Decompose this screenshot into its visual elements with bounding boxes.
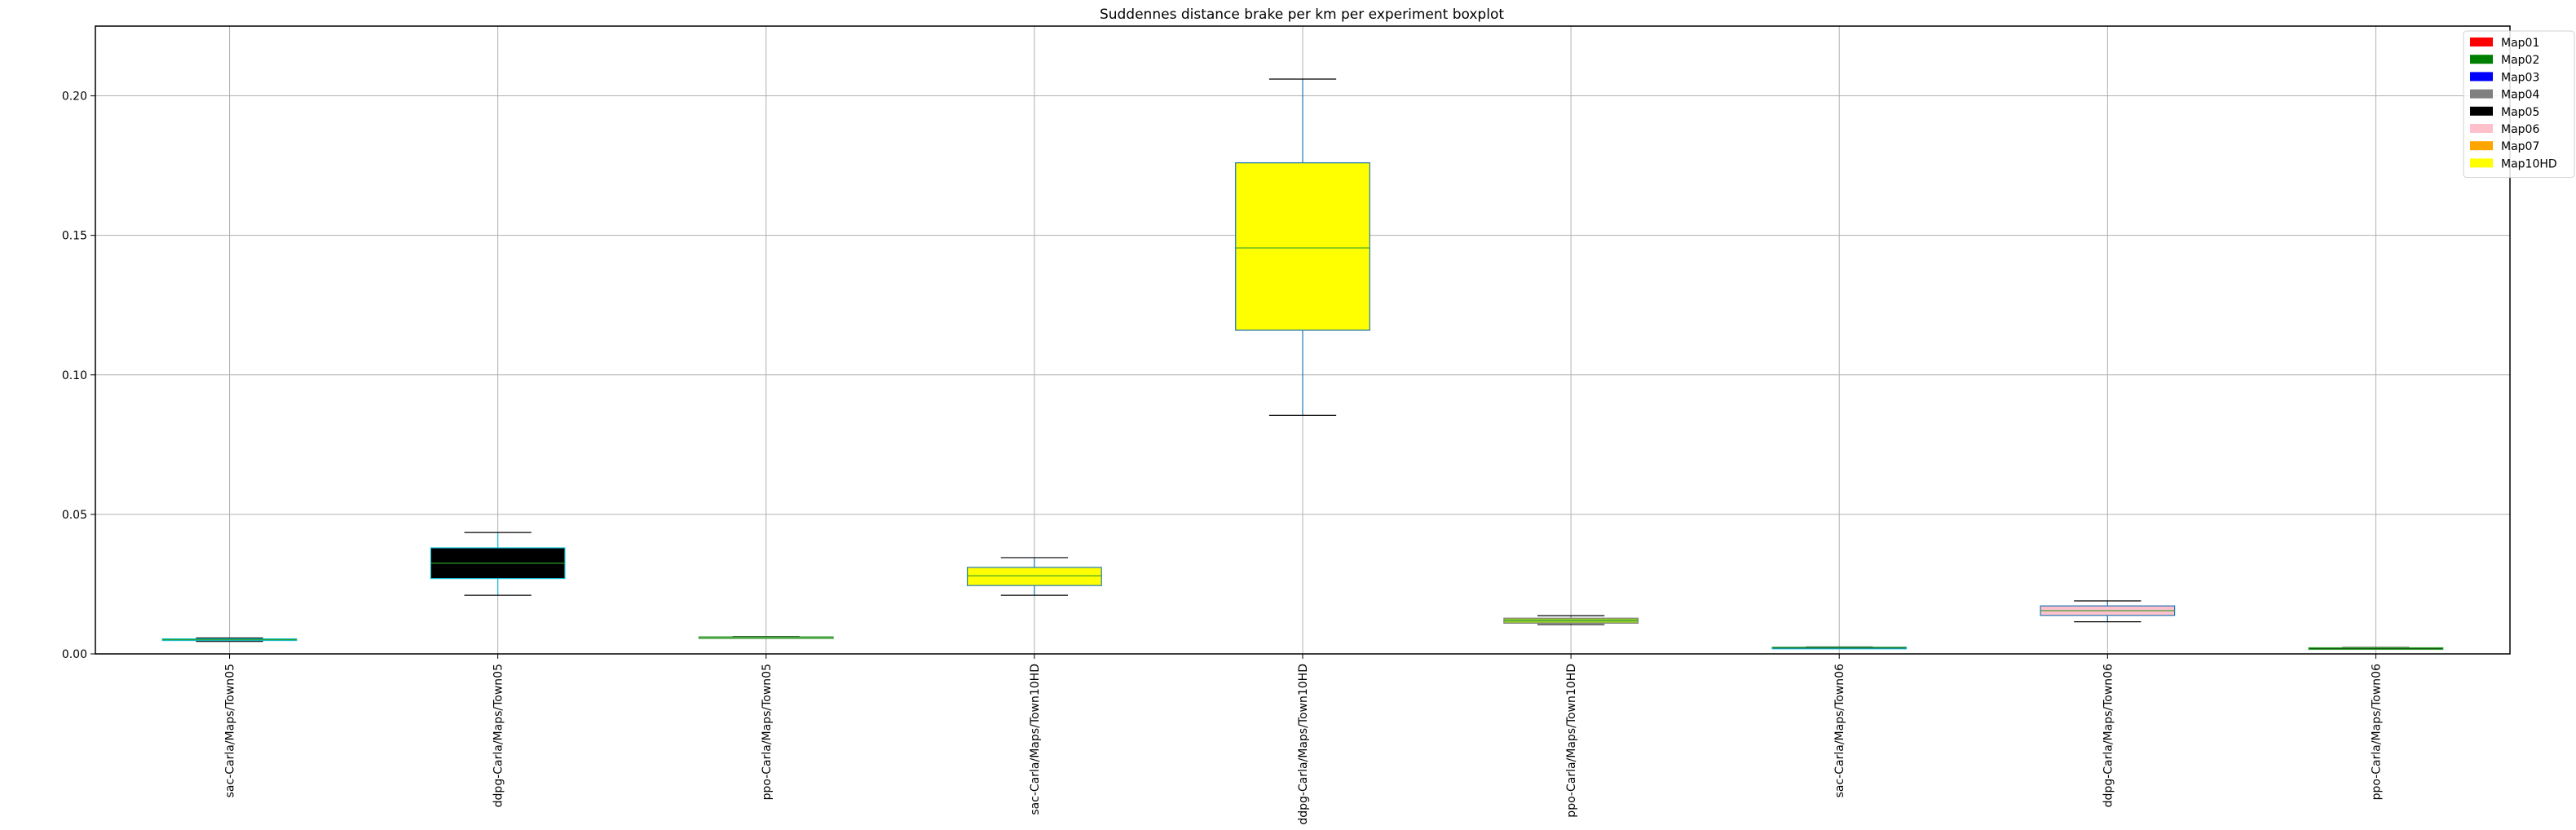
- x-tick-label: ppo-Carla/Maps/Town06: [2370, 664, 2383, 800]
- legend-box: [2463, 30, 2575, 179]
- legend-label: Map04: [2501, 89, 2539, 102]
- box-ddpg-Carla/Maps/Town05: [430, 532, 566, 596]
- legend-label: Map10HD: [2501, 157, 2557, 170]
- box-body: [1235, 162, 1370, 331]
- box-series: [161, 78, 2444, 651]
- legend-swatch: [2470, 72, 2493, 82]
- y-tick-label: 0.20: [62, 91, 87, 104]
- legend-swatch: [2470, 55, 2493, 64]
- legend-label: Map05: [2501, 106, 2539, 119]
- x-tick-label: sac-Carla/Maps/Town06: [1833, 664, 1846, 797]
- box-ddpg-Carla/Maps/Town06: [2040, 600, 2176, 623]
- box-body: [967, 567, 1102, 586]
- y-tick-label: 0.00: [62, 648, 87, 661]
- y-axis-ticks: 0.00 0.05 0.10 0.15 0.20: [62, 91, 95, 661]
- x-tick-label: ppo-Carla/Maps/Town10HD: [1565, 664, 1578, 818]
- legend-label: Map01: [2501, 37, 2539, 50]
- x-tick-label: ddpg-Carla/Maps/Town10HD: [1297, 664, 1310, 825]
- x-tick-label: sac-Carla/Maps/Town10HD: [1029, 664, 1042, 815]
- legend-swatch: [2470, 106, 2493, 116]
- legend-swatch: [2470, 158, 2493, 168]
- legend-swatch: [2470, 124, 2493, 133]
- legend-swatch: [2470, 141, 2493, 151]
- y-tick-label: 0.15: [62, 230, 87, 243]
- legend-swatch: [2470, 89, 2493, 99]
- y-tick-label: 0.10: [62, 369, 87, 382]
- legend-label: Map02: [2501, 54, 2539, 67]
- legend-label: Map06: [2501, 123, 2539, 136]
- box-ddpg-Carla/Maps/Town10HD: [1235, 78, 1370, 416]
- box-ppo-Carla/Maps/Town06: [2308, 647, 2444, 651]
- y-tick-label: 0.05: [62, 509, 87, 522]
- box-ppo-Carla/Maps/Town10HD: [1503, 615, 1639, 625]
- box-sac-Carla/Maps/Town05: [161, 637, 298, 642]
- box-sac-Carla/Maps/Town06: [1771, 646, 1908, 650]
- x-tick-label: ddpg-Carla/Maps/Town05: [492, 664, 505, 807]
- box-sac-Carla/Maps/Town10HD: [967, 557, 1102, 596]
- legend-label: Map07: [2501, 140, 2539, 153]
- legend-swatch: [2470, 38, 2493, 46]
- legend-label: Map03: [2501, 71, 2539, 84]
- x-axis-ticks: sac-Carla/Maps/Town05 ddpg-Carla/Maps/Tow…: [224, 654, 2383, 825]
- legend: Map01 Map02 Map03 Map04 Map05 Map06 Map07 Map10…: [2463, 30, 2575, 179]
- x-tick-label: ppo-Carla/Maps/Town05: [761, 664, 774, 800]
- box-ppo-Carla/Maps/Town05: [698, 636, 834, 639]
- chart-title: Suddennes distance brake per km per expe…: [1100, 7, 1504, 23]
- x-tick-label: ddpg-Carla/Maps/Town06: [2102, 664, 2115, 807]
- x-tick-label: sac-Carla/Maps/Town05: [224, 664, 237, 797]
